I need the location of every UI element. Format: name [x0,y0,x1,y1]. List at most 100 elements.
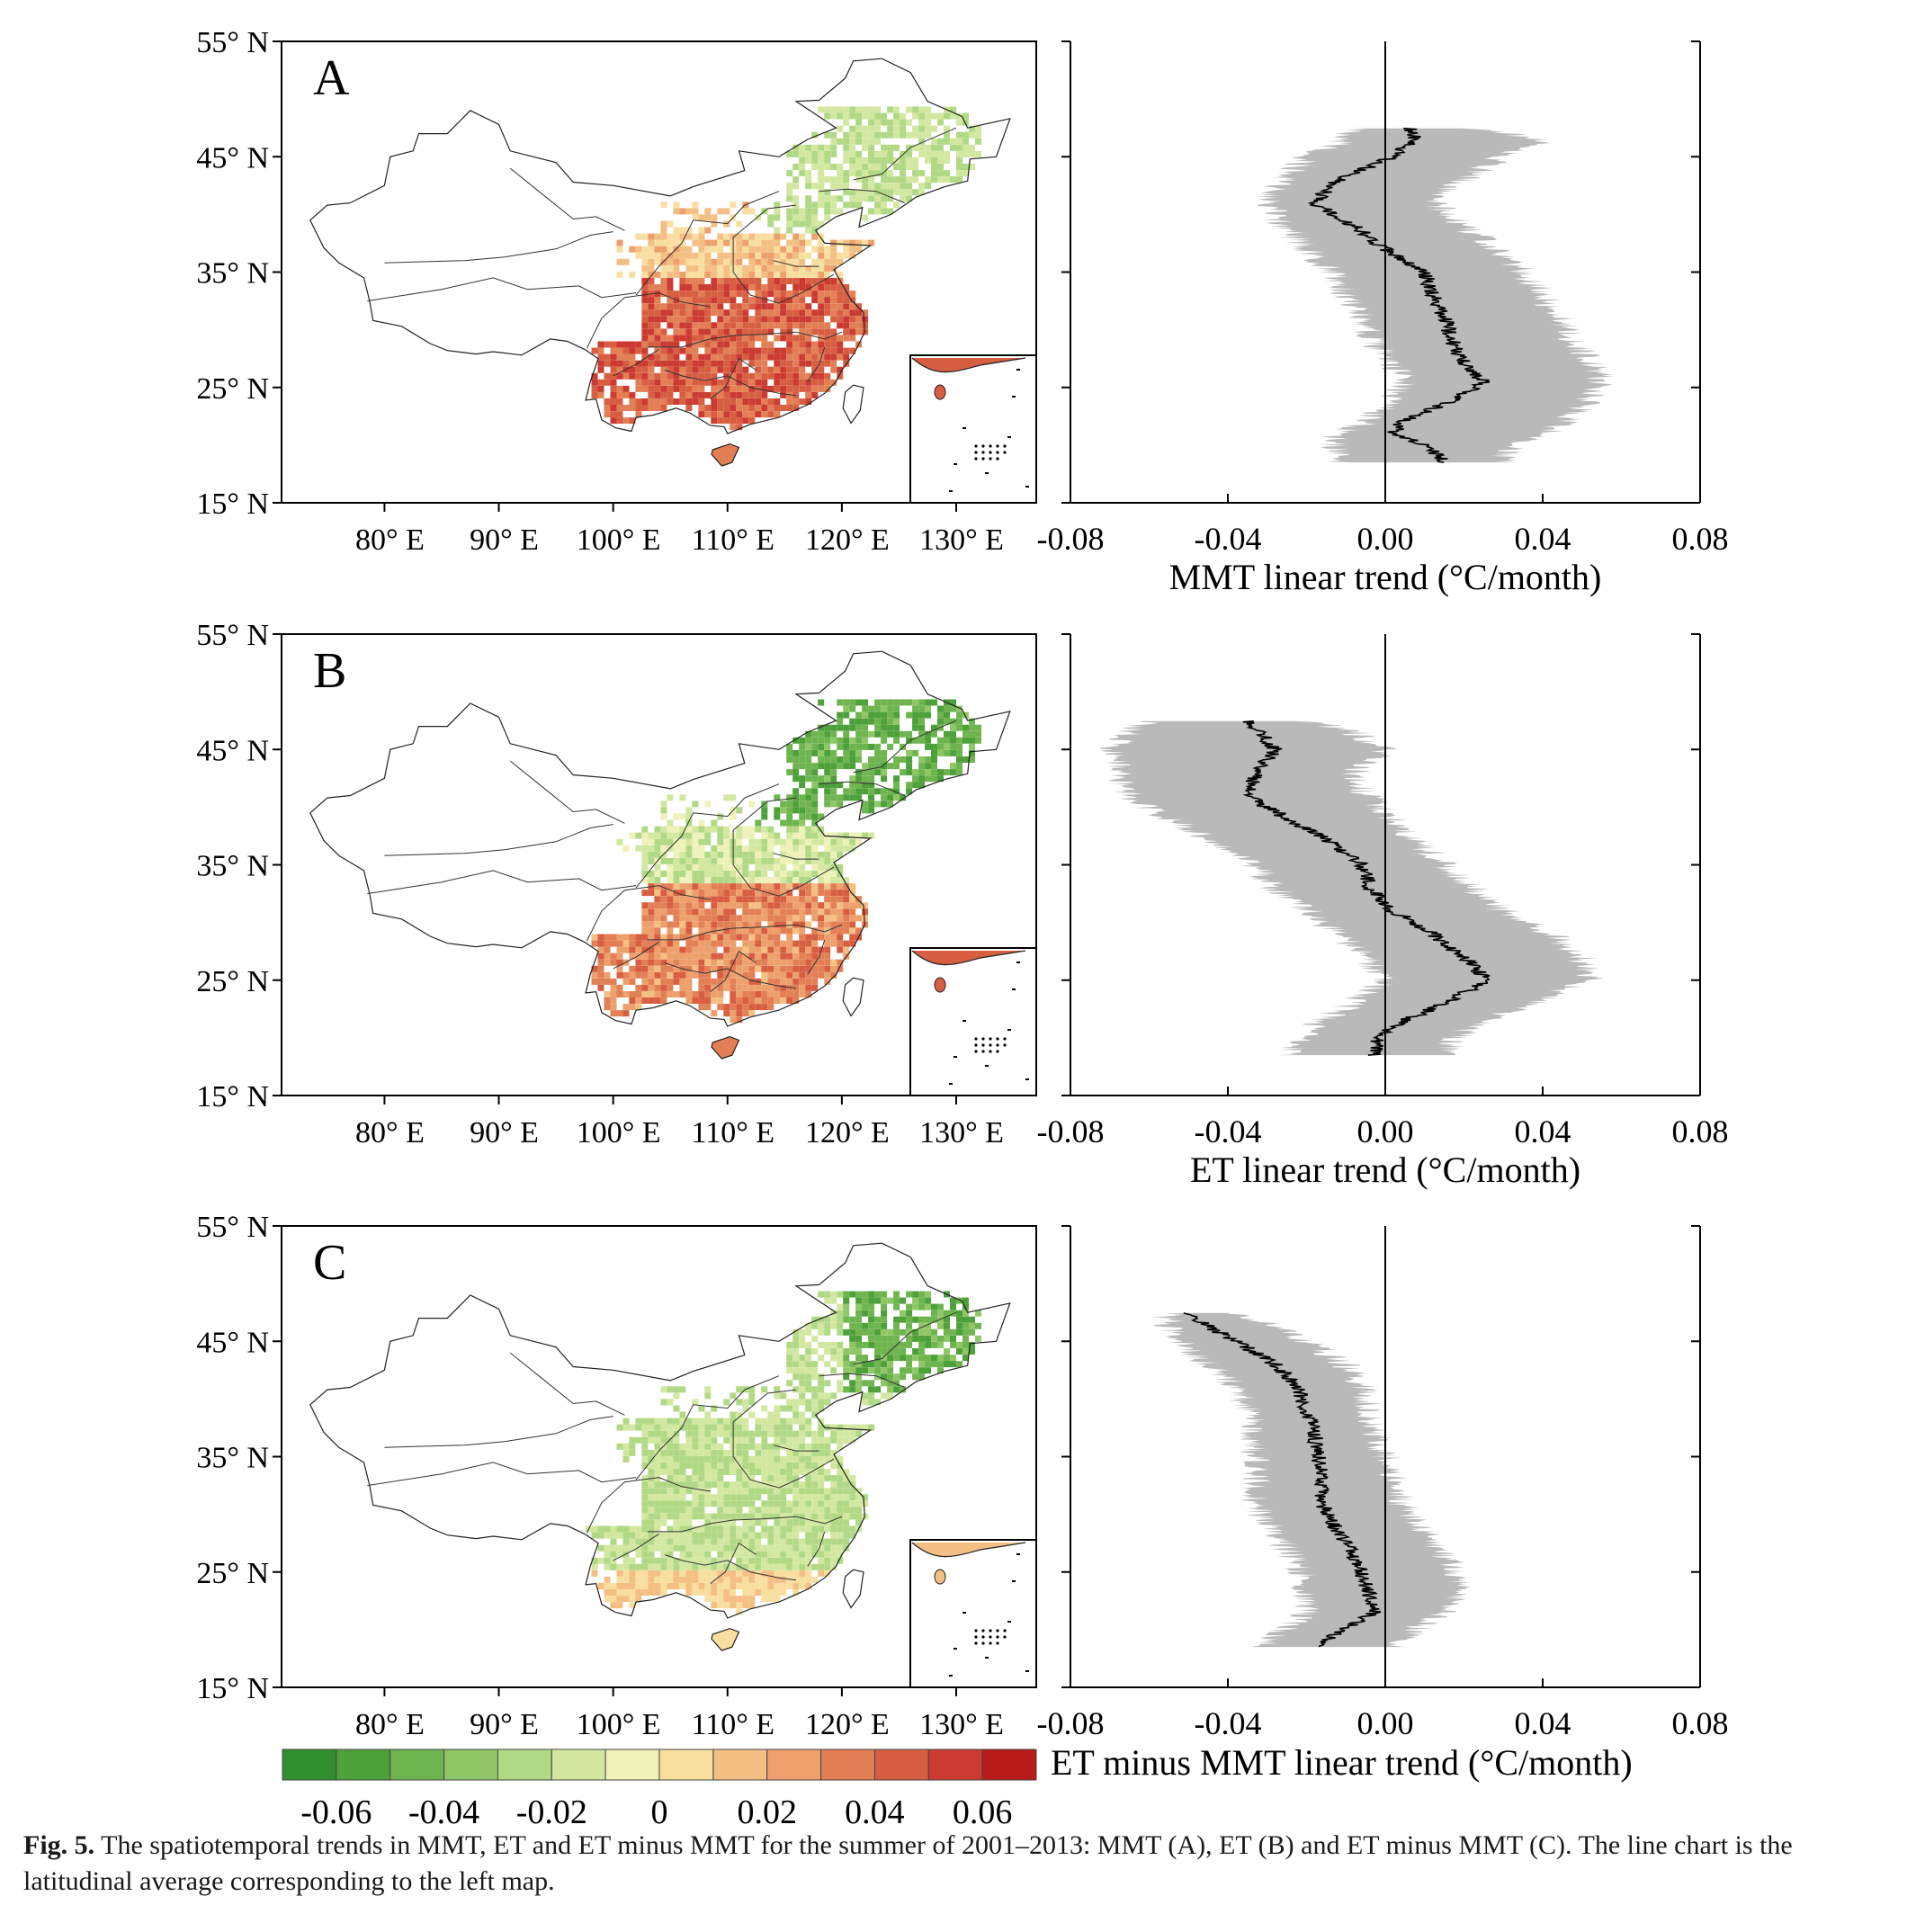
map-cell [767,246,774,253]
map-cell [692,1475,699,1482]
map-cell [660,832,667,839]
map-cell [786,379,793,386]
map-cell [887,170,894,177]
map-cell [962,756,969,763]
map-cell [767,271,774,278]
map-cell [692,902,699,909]
map-cell [704,1443,712,1450]
map-cell [742,971,749,979]
map-cell [830,940,837,947]
map-cell [774,984,781,991]
map-cell [736,1525,743,1533]
map-cell [748,379,756,386]
map-cell [698,965,705,972]
map-cell [748,239,756,246]
map-cell [610,997,617,1004]
map-cell [830,801,837,808]
map-cell [830,303,837,310]
map-cell [704,959,712,966]
map-cell [918,1335,926,1342]
map-cell [874,711,882,719]
map-cell [843,890,850,897]
map-cell [887,743,894,750]
map-cell [799,379,806,386]
map-cell [673,309,680,317]
map-cell [925,1297,932,1304]
map-cell [629,1443,636,1450]
map-cell [711,405,718,411]
map-cell [641,353,649,361]
map-cell [685,246,693,253]
map-cell [673,258,680,265]
map-cell [641,978,649,985]
map-cell [616,946,623,953]
map-cell [685,1570,693,1577]
map-cell [912,164,919,170]
inset-islet [974,1629,978,1632]
map-cell [931,749,937,756]
map-cell [635,984,642,991]
map-cell [755,239,762,246]
map-cell [818,763,825,770]
lon-tick-label: 90° E [470,523,539,557]
map-cell [629,372,636,380]
map-cell [654,297,661,304]
map-cell [698,1449,705,1456]
map-cell [622,1570,630,1577]
map-cell [711,411,718,418]
map-cell [893,1380,900,1387]
map-cell [748,838,756,845]
map-cell [704,1430,712,1437]
map-cell [767,832,774,839]
map-cell [786,220,793,228]
map-cell [786,341,793,348]
map-cell [906,782,913,789]
map-cell [755,871,762,877]
map-cell [717,208,724,215]
map-cell [805,953,812,960]
trend-tick-label: -0.04 [1195,1114,1262,1149]
map-cell [761,1418,768,1425]
map-cell [717,908,724,916]
map-cell [730,1016,737,1024]
map-cell [667,385,674,392]
map-cell [704,890,712,897]
map-cell [667,1525,674,1533]
map-cell [667,347,674,354]
map-cell [748,328,756,335]
map-cell [918,1341,926,1348]
province-border [819,188,905,204]
map-cell [761,379,768,386]
map-cell [780,258,787,265]
map-cell [767,1583,774,1589]
map-cell [830,366,837,373]
map-cell [755,264,762,272]
taiwan-island [842,384,864,425]
map-cell [641,1443,649,1450]
map-cell [667,1551,674,1558]
map-cell [824,291,831,298]
map-cell [755,890,762,897]
map-cell [667,908,674,916]
map-cell [616,385,623,392]
map-cell [704,1462,712,1469]
map-cell [818,157,825,164]
map-cell [956,1297,962,1304]
map-cell [610,341,617,348]
map-cell [761,890,768,897]
map-cell [673,1449,680,1456]
map-cell [635,953,642,960]
map-cell [799,291,806,298]
map-cell [742,1596,749,1603]
map-cell [830,890,837,897]
map-cell [629,341,636,348]
map-cell [837,896,844,903]
map-cell [811,1455,819,1462]
map-cell [704,1576,712,1583]
map-cell [912,718,919,725]
map-cell [956,711,962,719]
map-cell [761,896,768,903]
map-cell [723,1532,730,1539]
map-cell [849,1322,856,1329]
map-cell [811,1519,819,1526]
